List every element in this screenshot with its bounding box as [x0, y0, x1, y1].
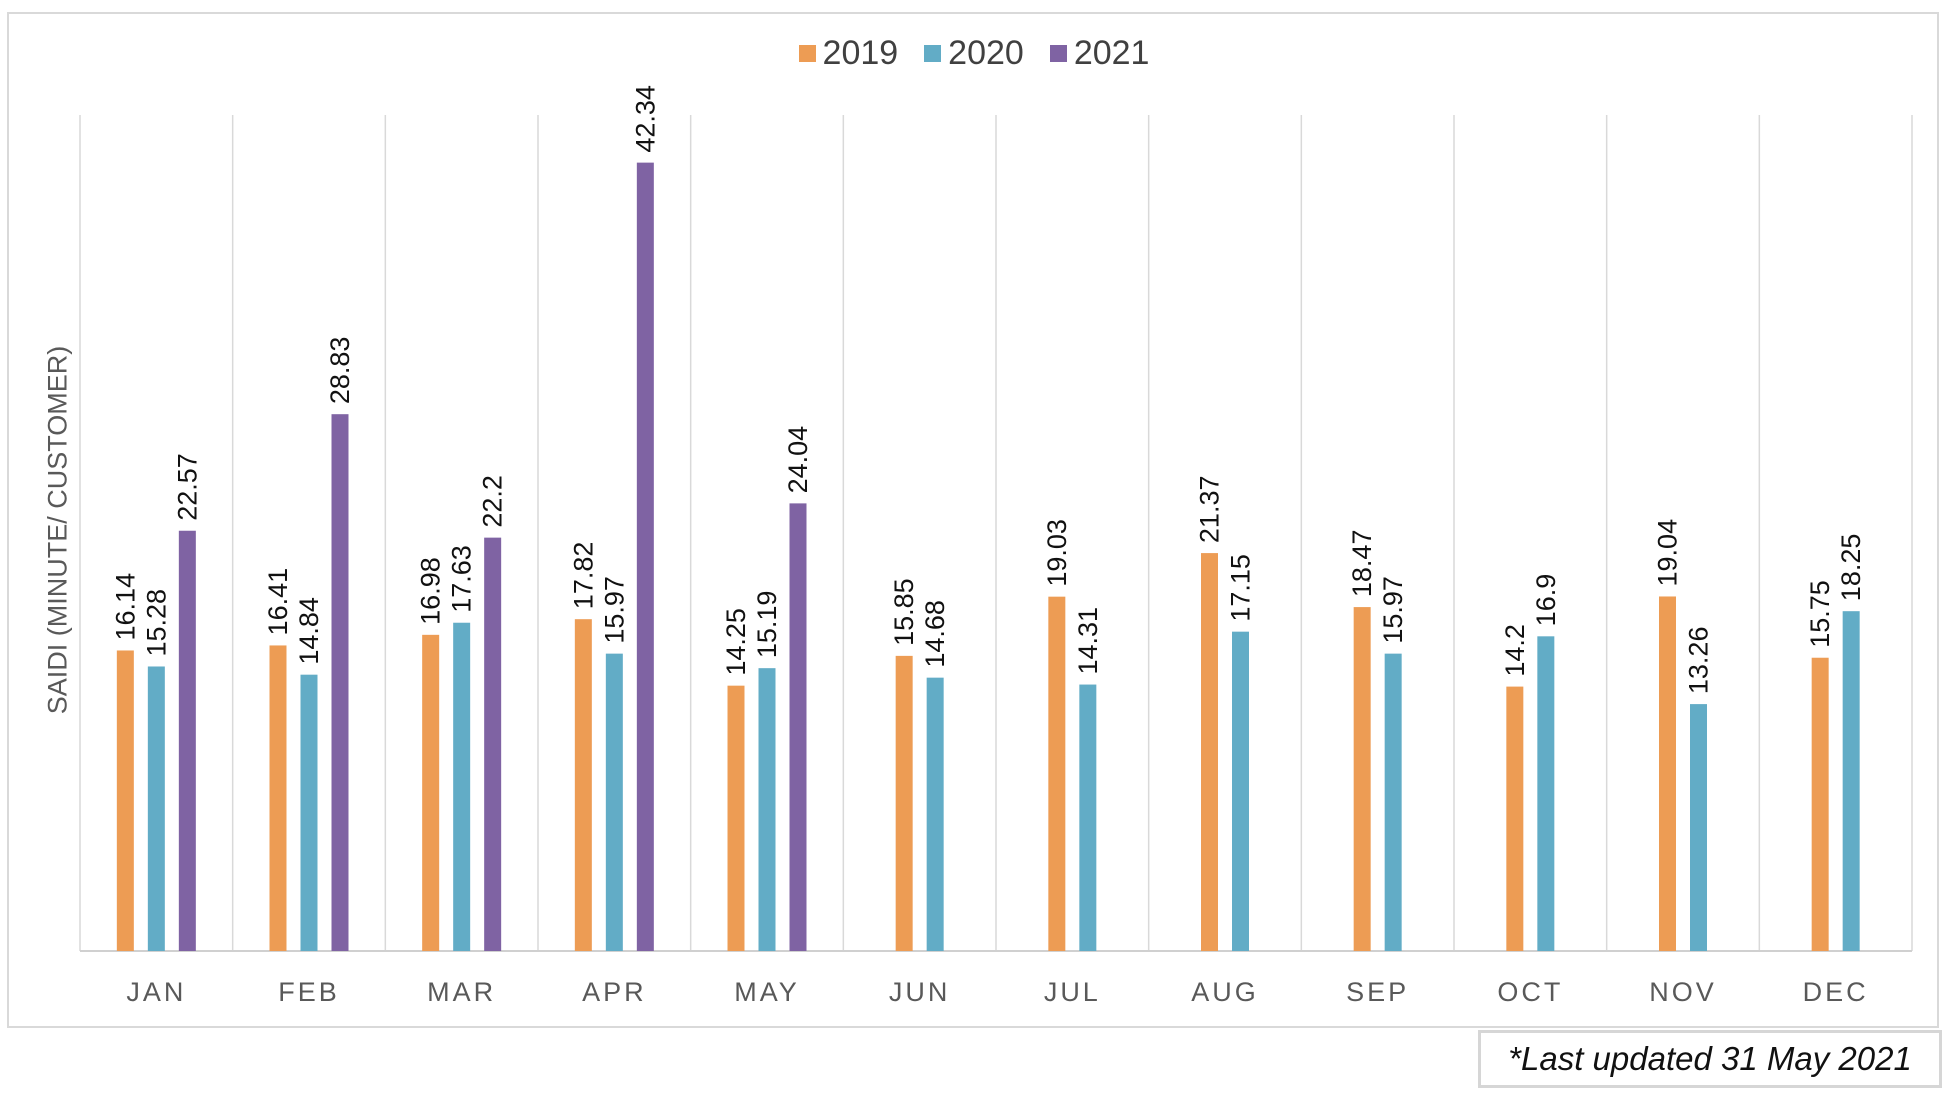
data-label-2020-sep: 15.97: [1378, 576, 1408, 644]
x-tick-label-jun: JUN: [889, 977, 951, 1007]
bar-2019-jul: [1048, 596, 1066, 951]
data-label-2019-nov: 19.04: [1653, 519, 1683, 587]
data-label-2020-jul: 14.31: [1073, 607, 1103, 675]
x-tick-label-nov: NOV: [1649, 977, 1717, 1007]
data-label-2020-mar: 17.63: [447, 545, 477, 613]
bar-2020-oct: [1537, 636, 1555, 951]
bar-2020-nov: [1690, 704, 1707, 951]
bar-2020-feb: [300, 674, 318, 951]
data-label-2019-dec: 15.75: [1805, 580, 1835, 648]
last-updated-note: *Last updated 31 May 2021: [1478, 1030, 1942, 1088]
data-label-2021-may: 24.04: [783, 426, 813, 494]
data-label-2019-sep: 18.47: [1347, 530, 1377, 598]
bar-2019-apr: [574, 619, 592, 951]
bar-2020-may: [758, 668, 776, 951]
data-label-2021-feb: 28.83: [325, 337, 355, 405]
data-label-2019-jan: 16.14: [110, 573, 140, 641]
chart-legend: 2019 2020 2021: [0, 34, 1948, 73]
data-label-2020-nov: 13.26: [1684, 627, 1714, 695]
data-label-2020-aug: 17.15: [1226, 554, 1256, 622]
legend-item-2020: 2020: [924, 34, 1024, 73]
bar-2019-may: [727, 685, 745, 951]
legend-item-2021: 2021: [1049, 34, 1150, 73]
bar-2020-jun: [926, 677, 944, 951]
bar-2020-jul: [1079, 684, 1097, 951]
bar-2019-aug: [1201, 553, 1218, 951]
legend-item-2019: 2019: [798, 34, 899, 73]
bar-2020-dec: [1842, 611, 1860, 951]
x-tick-label-oct: OCT: [1497, 977, 1563, 1007]
bar-2021-feb: [331, 414, 349, 951]
x-tick-label-jul: JUL: [1044, 977, 1101, 1007]
bar-2019-jun: [895, 655, 913, 951]
data-label-2019-feb: 16.41: [263, 568, 293, 636]
data-label-2020-apr: 15.97: [599, 576, 629, 644]
data-label-2019-oct: 14.2: [1500, 624, 1530, 677]
x-tick-label-sep: SEP: [1346, 977, 1409, 1007]
data-label-2020-may: 15.19: [752, 591, 782, 659]
data-label-2021-apr: 42.34: [630, 85, 660, 153]
data-label-2019-jul: 19.03: [1042, 519, 1072, 587]
bar-2019-nov: [1659, 596, 1676, 951]
bar-2021-apr: [636, 162, 654, 951]
bar-2019-sep: [1353, 607, 1371, 951]
data-label-2019-aug: 21.37: [1195, 476, 1225, 544]
data-label-2020-oct: 16.9: [1531, 574, 1561, 627]
x-tick-label-apr: APR: [582, 977, 647, 1007]
bar-2019-jan: [116, 650, 134, 951]
bar-2019-dec: [1811, 657, 1829, 951]
legend-label-2021: 2021: [1073, 34, 1150, 72]
data-label-2019-mar: 16.98: [416, 557, 446, 625]
bar-2019-oct: [1506, 686, 1524, 951]
bar-2021-jan: [178, 530, 196, 951]
legend-swatch-2021: [1049, 45, 1067, 62]
bar-2019-mar: [422, 634, 440, 951]
bar-2020-jan: [147, 666, 165, 951]
legend-label-2019: 2019: [822, 34, 899, 72]
x-tick-label-mar: MAR: [427, 977, 496, 1007]
x-tick-label-aug: AUG: [1191, 977, 1259, 1007]
data-label-2019-jun: 15.85: [889, 578, 919, 646]
data-label-2020-jun: 14.68: [920, 600, 950, 668]
x-tick-label-dec: DEC: [1803, 977, 1869, 1007]
x-tick-label-feb: FEB: [278, 977, 340, 1007]
data-label-2020-jan: 15.28: [141, 589, 171, 657]
bar-2020-sep: [1384, 653, 1402, 951]
bar-2019-feb: [269, 645, 287, 951]
bar-2021-mar: [484, 537, 502, 951]
bar-2021-may: [789, 503, 807, 951]
data-label-2021-jan: 22.57: [172, 453, 202, 521]
legend-label-2020: 2020: [948, 34, 1024, 72]
data-label-2019-may: 14.25: [721, 608, 751, 676]
x-tick-label-jan: JAN: [126, 977, 186, 1007]
data-label-2021-mar: 22.2: [478, 475, 508, 528]
bar-2020-aug: [1232, 631, 1249, 951]
data-label-2020-dec: 18.25: [1836, 534, 1866, 602]
data-label-2019-apr: 17.82: [568, 542, 598, 610]
chart-frame: [7, 12, 1939, 1028]
data-label-2020-feb: 14.84: [294, 597, 324, 665]
legend-swatch-2020: [924, 45, 942, 62]
legend-swatch-2019: [798, 45, 816, 62]
bar-2020-mar: [453, 622, 471, 951]
bar-2020-apr: [605, 653, 623, 951]
x-tick-label-may: MAY: [734, 977, 800, 1007]
